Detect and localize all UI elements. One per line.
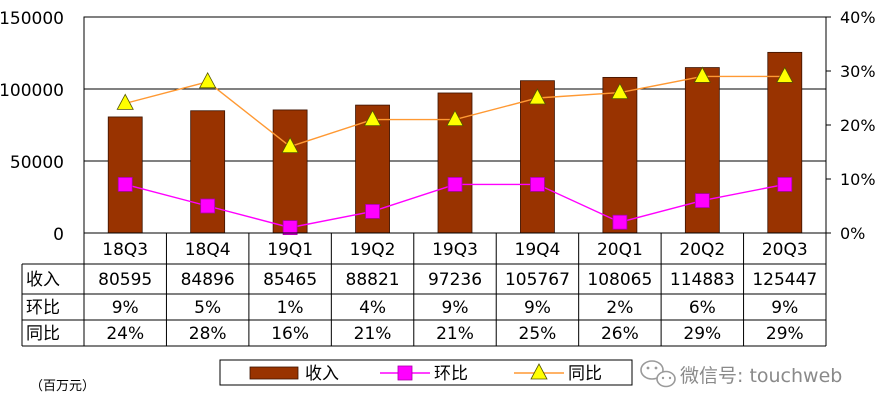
right-axis: 0% 10% 20% 30% 40% (826, 8, 876, 243)
yoy-marker (611, 82, 629, 99)
right-axis-tick-label: 30% (840, 62, 876, 81)
table-cell: 85465 (263, 270, 317, 290)
table-cell: 6% (689, 298, 716, 318)
yoy-marker (281, 136, 299, 154)
category-label: 20Q3 (762, 240, 808, 260)
yoy-marker (446, 109, 464, 126)
table-cell: 29% (683, 324, 721, 344)
yoy-marker (528, 88, 547, 105)
legend-marker-yoy (530, 363, 548, 380)
legend-label-revenue: 收入 (305, 364, 339, 384)
table-cell: 2% (606, 298, 633, 318)
yoy-marker (116, 93, 134, 110)
data-table: 18Q3 18Q4 19Q1 19Q2 19Q3 19Q4 20Q1 20Q2 20Q3 收入 80… (21, 232, 827, 347)
mom-marker (447, 176, 463, 192)
wechat-logo-icon (640, 360, 676, 388)
left-axis-tick-label: 0 (53, 225, 64, 245)
legend: 收入 环比 同比 (219, 359, 633, 386)
table-cell: 28% (189, 324, 227, 344)
left-axis: 0 50000 100000 150000 (0, 9, 64, 245)
revenue-bar (684, 67, 720, 234)
table-cell: 9% (524, 298, 551, 318)
mom-marker (200, 198, 216, 214)
table-cell: 25% (519, 324, 557, 344)
category-label: 20Q2 (679, 240, 725, 260)
table-cell: 5% (194, 298, 221, 318)
legend-marker-mom (397, 365, 413, 381)
revenue-bar (520, 80, 555, 234)
table-cell: 24% (106, 324, 144, 344)
table-row-label: 环比 (26, 298, 60, 318)
watermark: 微信号: touchweb (640, 360, 842, 388)
table-cell: 1% (277, 298, 304, 318)
table-cell: 108065 (587, 270, 652, 290)
plot-area (83, 16, 827, 236)
left-axis-tick-label: 50000 (10, 153, 64, 173)
table-row-label: 收入 (26, 270, 60, 290)
table-cell: 9% (112, 298, 139, 318)
table-cell: 114883 (670, 270, 735, 290)
right-axis-tick-label: 0% (840, 224, 865, 243)
legend-label-mom: 环比 (434, 364, 468, 384)
yoy-marker (776, 66, 794, 83)
mom-marker (365, 203, 380, 219)
mom-marker (282, 220, 298, 236)
category-label: 20Q1 (597, 240, 643, 260)
revenue-bar (190, 110, 226, 234)
category-label: 19Q3 (432, 240, 478, 260)
revenue-bar (107, 116, 143, 234)
table-row-label: 同比 (26, 324, 60, 344)
category-label: 19Q1 (267, 240, 313, 260)
table-cell: 9% (442, 298, 469, 318)
revenue-bar (272, 109, 308, 234)
table-cell: 16% (271, 324, 309, 344)
table-cell: 9% (771, 298, 798, 318)
table-cell: 21% (354, 324, 392, 344)
table-cell: 80595 (98, 270, 152, 290)
mom-marker (117, 176, 133, 192)
right-axis-tick-label: 20% (840, 116, 876, 135)
category-label: 18Q4 (185, 240, 231, 260)
legend-swatch-revenue (249, 366, 299, 380)
category-label: 19Q2 (350, 240, 396, 260)
yoy-marker (199, 71, 217, 89)
legend-label-yoy: 同比 (568, 364, 602, 384)
revenue-bar (602, 76, 638, 234)
right-axis-tick-label: 40% (840, 8, 876, 27)
table-cell: 26% (601, 324, 639, 344)
mom-marker (694, 193, 710, 209)
right-axis-tick-label: 10% (840, 170, 876, 189)
table-cell: 4% (359, 298, 386, 318)
table-cell: 21% (436, 324, 474, 344)
mom-marker (612, 214, 628, 230)
unit-note: （百万元） (30, 379, 95, 394)
table-cell: 105767 (505, 270, 570, 290)
table-cell: 29% (766, 324, 804, 344)
left-axis-tick-label: 100000 (0, 81, 64, 101)
ratio-markers (116, 66, 794, 236)
watermark-text: 微信号: touchweb (680, 365, 842, 387)
mom-marker (530, 176, 545, 192)
left-axis-tick-label: 150000 (0, 9, 64, 29)
category-label: 19Q4 (515, 240, 561, 260)
table-cell: 88821 (346, 270, 400, 290)
category-label: 18Q3 (102, 240, 148, 260)
yoy-marker (363, 109, 382, 126)
yoy-marker (693, 66, 711, 83)
table-cell: 97236 (428, 270, 482, 290)
table-cell: 84896 (181, 270, 235, 290)
mom-marker (777, 176, 793, 192)
table-cell: 125447 (752, 270, 817, 290)
